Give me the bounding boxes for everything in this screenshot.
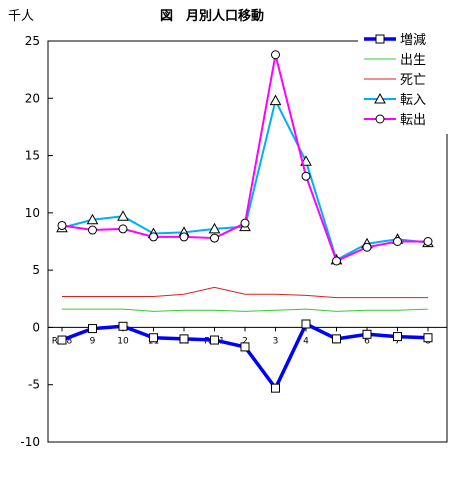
data-point <box>332 256 341 266</box>
data-point <box>423 333 433 343</box>
y-tick-labels: -10 -5 0 5 10 15 20 25 <box>20 34 40 449</box>
data-point <box>301 171 311 181</box>
data-point <box>118 224 128 234</box>
series-4 <box>57 50 433 266</box>
x-tick-label: 6 <box>364 336 370 346</box>
y-tick-label: 20 <box>25 91 40 105</box>
series-0 <box>57 319 433 393</box>
data-point <box>301 319 311 329</box>
data-point <box>393 237 402 246</box>
data-point <box>423 237 433 246</box>
plot-frame <box>47 40 448 443</box>
data-point <box>393 332 402 342</box>
data-point <box>210 335 219 345</box>
y-tick-label: 25 <box>25 34 40 48</box>
y-tick-label: -10 <box>20 435 40 449</box>
data-point <box>118 321 128 331</box>
legend-label: 転出 <box>400 113 426 128</box>
legend-marker <box>374 92 386 104</box>
y-tick-label: 5 <box>32 263 40 277</box>
x-tick-label: 9 <box>90 336 96 346</box>
x-tick-label: 10 <box>117 336 129 346</box>
series-line <box>62 308 429 312</box>
data-point <box>362 242 372 252</box>
data-point <box>88 324 97 334</box>
x-tick-label: 4 <box>303 336 309 346</box>
y-tick-label: 15 <box>25 149 40 163</box>
y-tick-label: 0 <box>32 320 40 334</box>
y-tick-label: 10 <box>25 206 40 220</box>
data-point <box>208 222 221 234</box>
data-point <box>149 232 158 242</box>
legend-label: 転入 <box>400 93 426 108</box>
data-point <box>149 333 158 343</box>
data-point <box>57 220 67 230</box>
data-point <box>362 329 372 339</box>
y-tick-label: -5 <box>28 378 40 392</box>
x-tick-label: 3 <box>273 336 279 346</box>
series-line <box>62 286 428 299</box>
series-2 <box>62 286 428 299</box>
legend-label: 増減 <box>400 32 426 48</box>
data-point <box>240 218 250 228</box>
data-point <box>57 335 67 345</box>
legend-label: 出生 <box>400 53 426 68</box>
data-point <box>269 94 282 106</box>
legend-marker <box>375 114 385 124</box>
series-group <box>56 50 434 393</box>
data-point <box>332 334 341 344</box>
x-tick-label: 7 <box>395 336 401 346</box>
legend-box <box>358 30 450 134</box>
x-tick-label: 2 <box>242 336 248 346</box>
data-point <box>240 342 250 352</box>
data-point <box>88 225 97 235</box>
data-point <box>271 50 280 60</box>
series-line <box>61 322 429 390</box>
series-1 <box>62 308 429 312</box>
data-point <box>86 213 99 225</box>
data-point <box>271 383 280 393</box>
data-point <box>210 233 219 243</box>
unit-label: 千人 <box>8 9 34 24</box>
chart-title: 図 月別人口移動 <box>160 8 264 24</box>
legend-marker <box>375 34 385 44</box>
data-point <box>179 334 189 344</box>
data-point <box>117 210 129 221</box>
legend-label: 死亡 <box>400 73 426 88</box>
data-point <box>179 232 189 242</box>
